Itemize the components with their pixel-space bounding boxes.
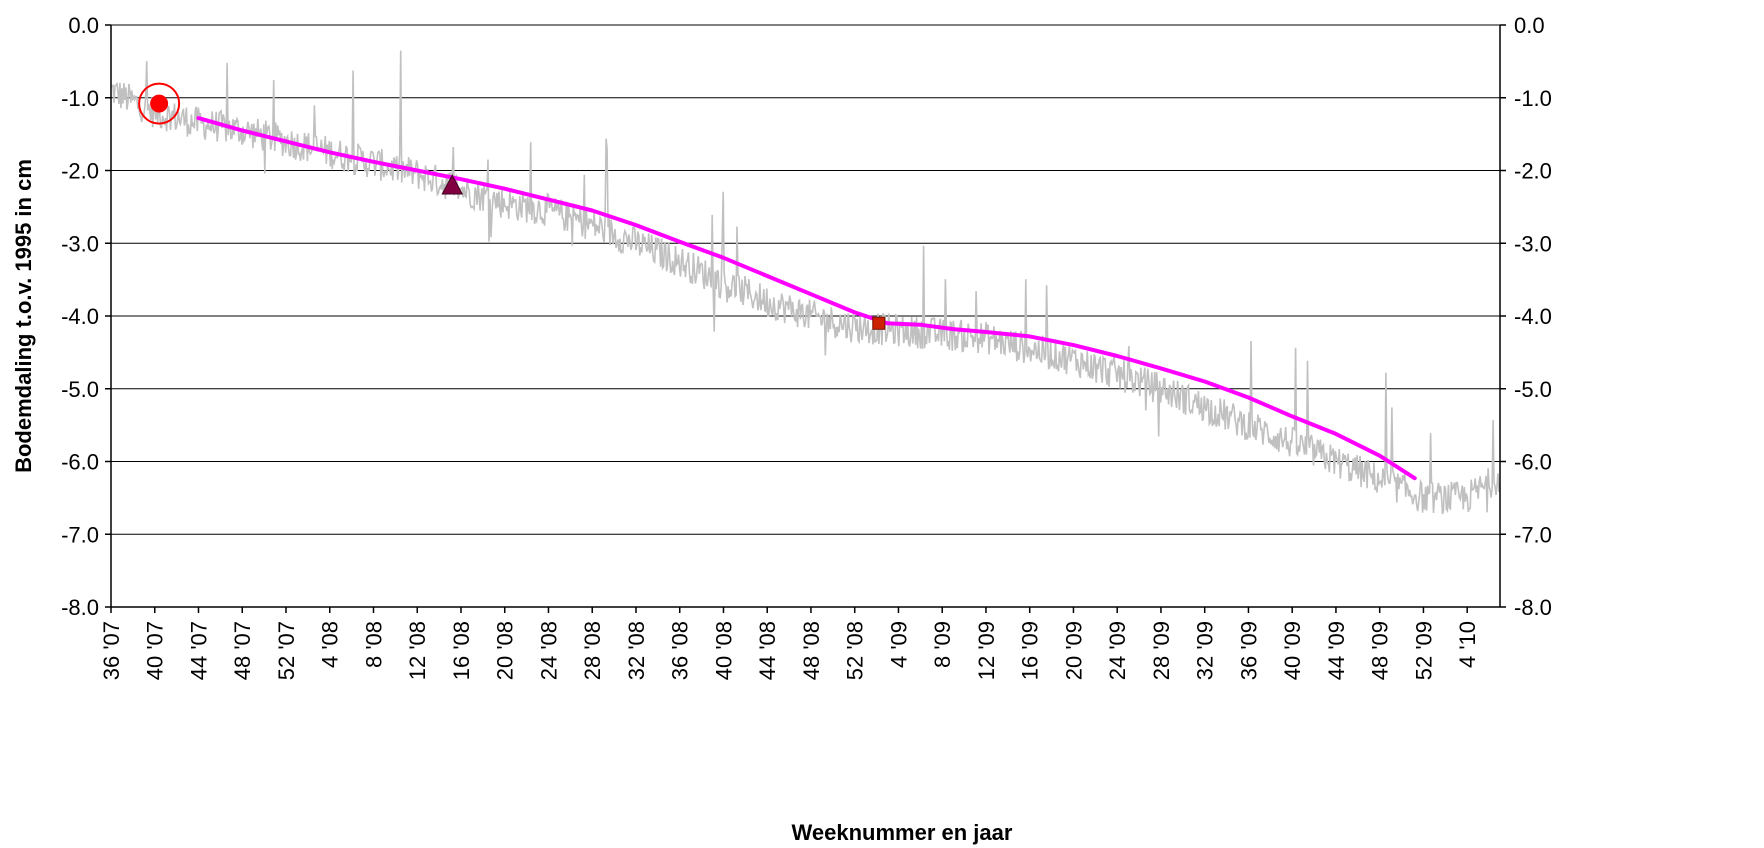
x-tick-label: 8 '09: [930, 621, 955, 668]
x-tick-label: 52 '08: [843, 621, 868, 680]
y-tick-label: -1.0: [61, 86, 99, 111]
y-tick-label-right: -5.0: [1514, 377, 1552, 402]
y-tick-label-right: -3.0: [1514, 231, 1552, 256]
x-tick-label: 52 '07: [274, 621, 299, 680]
y-tick-label-right: -6.0: [1514, 450, 1552, 475]
marker-circle: [150, 94, 169, 113]
y-tick-label: -8.0: [61, 595, 99, 620]
x-tick-label: 36 '08: [668, 621, 693, 680]
x-tick-label: 12 '09: [974, 621, 999, 680]
marker-square: [872, 316, 886, 330]
x-tick-label: 4 '08: [318, 621, 343, 668]
x-tick-label: 36 '09: [1236, 621, 1261, 680]
y-tick-label-right: -8.0: [1514, 595, 1552, 620]
x-axis-title: Weeknummer en jaar: [792, 820, 1013, 845]
x-tick-label: 48 '09: [1368, 621, 1393, 680]
x-tick-label: 20 '09: [1061, 621, 1086, 680]
x-tick-label: 8 '08: [361, 621, 386, 668]
y-tick-label: -7.0: [61, 522, 99, 547]
x-tick-label: 12 '08: [405, 621, 430, 680]
x-tick-label: 36 '07: [99, 621, 124, 680]
y-tick-label-right: -1.0: [1514, 86, 1552, 111]
x-tick-label: 52 '09: [1411, 621, 1436, 680]
y-tick-label: 0.0: [68, 13, 99, 38]
x-tick-label: 24 '09: [1105, 621, 1130, 680]
marker-target-ring: [138, 82, 181, 125]
y-tick-label: -6.0: [61, 450, 99, 475]
series-line-raw: [110, 50, 1501, 515]
series-line-trend: [196, 116, 1417, 481]
marker-layer: [138, 82, 886, 330]
y-tick-label: -5.0: [61, 377, 99, 402]
x-tick-label: 40 '09: [1280, 621, 1305, 680]
x-tick-label: 20 '08: [493, 621, 518, 680]
x-tick-label: 48 '08: [799, 621, 824, 680]
y-tick-label-right: -2.0: [1514, 159, 1552, 184]
x-tick-label: 16 '08: [449, 621, 474, 680]
x-tick-label: 44 '07: [186, 621, 211, 680]
x-tick-label: 44 '09: [1324, 621, 1349, 680]
y-tick-label: -2.0: [61, 159, 99, 184]
y-axis-right-ticks: 0.0 -1.0 -2.0 -3.0 -4.0 -5.0 -6.0 -7.0 -8.0: [1500, 13, 1552, 620]
x-tick-label: 40 '08: [711, 621, 736, 680]
y-tick-label: -3.0: [61, 231, 99, 256]
x-tick-label: 48 '07: [230, 621, 255, 680]
marker-triangle: [441, 173, 464, 195]
x-axis-ticks: 36 '07 40 '07 44 '07 48 '07 52 '07 4 '08 8 '08…: [99, 607, 1480, 680]
y-tick-label-right: -7.0: [1514, 522, 1552, 547]
x-tick-label: 4 '10: [1455, 621, 1480, 668]
x-tick-label: 40 '07: [143, 621, 168, 680]
x-tick-label: 28 '08: [580, 621, 605, 680]
y-axis-title: Bodemdaling t.o.v. 1995 in cm: [11, 159, 36, 473]
x-tick-label: 32 '09: [1193, 621, 1218, 680]
y-tick-label-right: 0.0: [1514, 13, 1545, 38]
x-tick-label: 16 '09: [1018, 621, 1043, 680]
x-tick-label: 32 '08: [624, 621, 649, 680]
x-tick-label: 4 '09: [886, 621, 911, 668]
y-tick-label: -4.0: [61, 304, 99, 329]
series-layer: [110, 50, 1501, 515]
x-tick-label: 28 '09: [1149, 621, 1174, 680]
x-tick-label: 44 '08: [755, 621, 780, 680]
y-tick-label-right: -4.0: [1514, 304, 1552, 329]
y-axis-left-ticks: 0.0 -1.0 -2.0 -3.0 -4.0 -5.0 -6.0 -7.0 -8.0: [61, 13, 111, 620]
x-tick-label: 24 '08: [536, 621, 561, 680]
